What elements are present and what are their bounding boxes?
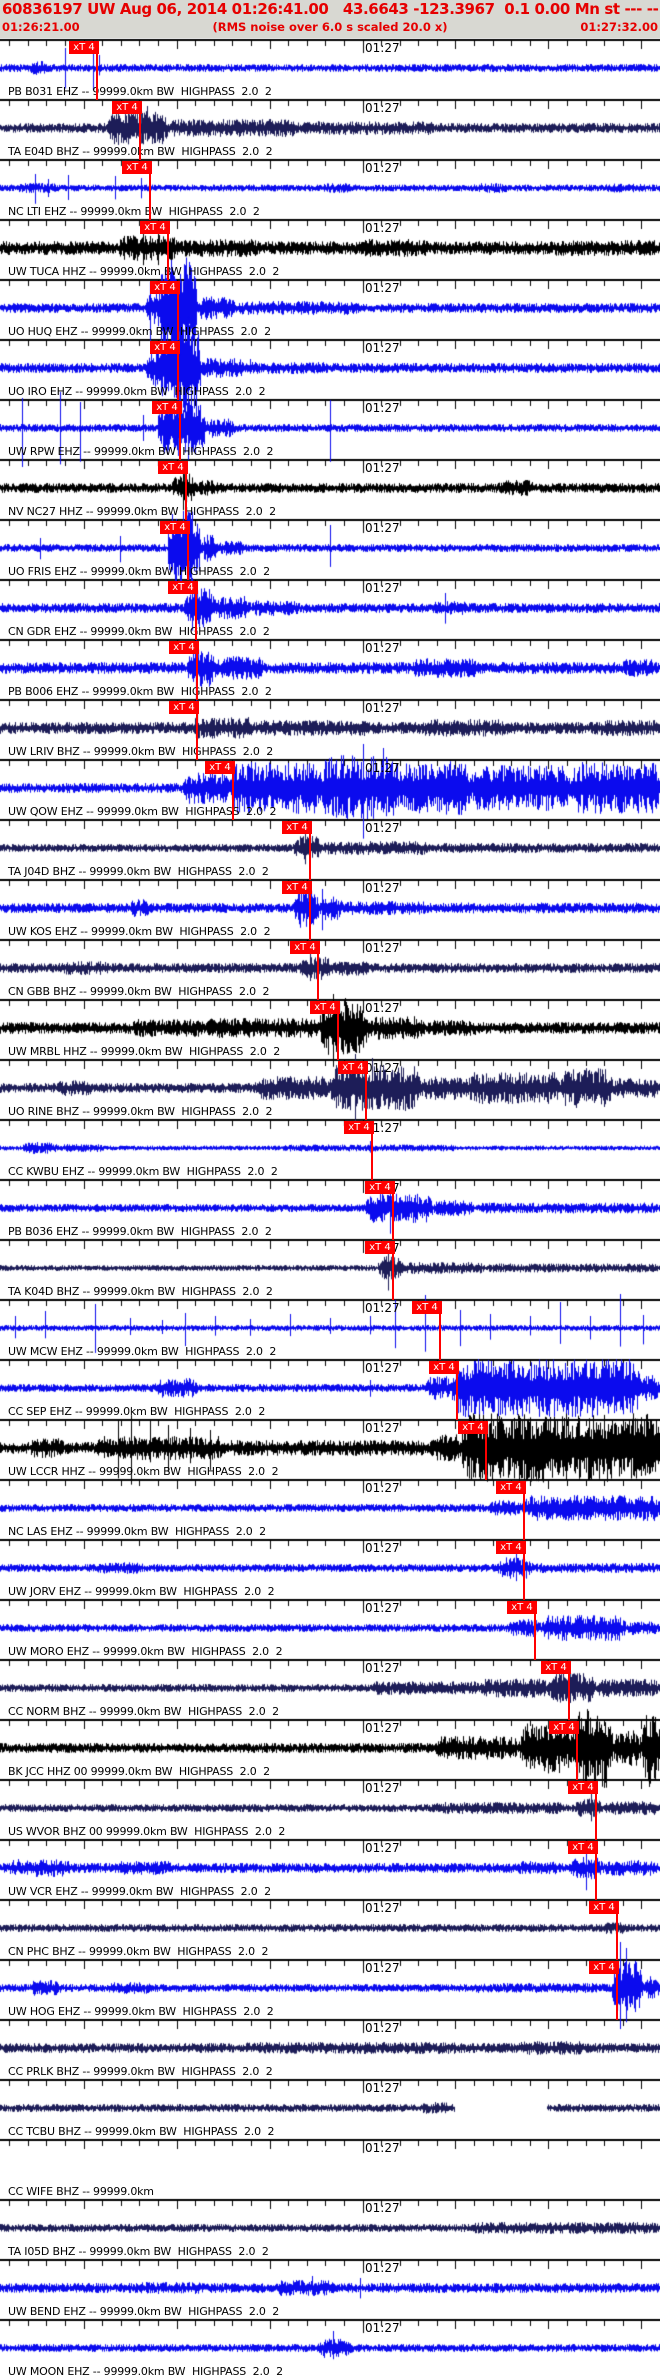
- pick-flag[interactable]: xT 4: [338, 1061, 368, 1074]
- pick-flag[interactable]: xT 4: [458, 1421, 488, 1434]
- event-summary: 60836197 UW Aug 06, 2014 01:26:41.00 43.…: [2, 0, 660, 18]
- event-header: 60836197 UW Aug 06, 2014 01:26:41.00 43.…: [0, 0, 660, 38]
- pick-flag[interactable]: xT 4: [290, 941, 320, 954]
- pick-flag[interactable]: xT 4: [589, 1961, 619, 1974]
- pick-flag[interactable]: xT 4: [496, 1541, 526, 1554]
- window-start-time: 01:26:21.00: [2, 20, 80, 34]
- pick-flag[interactable]: xT 4: [69, 41, 99, 54]
- pick-flag[interactable]: xT 4: [160, 521, 190, 534]
- pick-flag[interactable]: xT 4: [150, 281, 180, 294]
- pick-flag[interactable]: xT 4: [541, 1661, 571, 1674]
- pick-flag[interactable]: xT 4: [282, 881, 312, 894]
- pick-flag[interactable]: xT 4: [140, 221, 170, 234]
- pick-flag[interactable]: xT 4: [310, 1001, 340, 1014]
- pick-flag[interactable]: xT 4: [365, 1241, 395, 1254]
- pick-flag[interactable]: xT 4: [344, 1121, 374, 1134]
- pick-flag[interactable]: xT 4: [568, 1841, 598, 1854]
- pick-flag[interactable]: xT 4: [205, 761, 235, 774]
- pick-flag[interactable]: xT 4: [112, 101, 142, 114]
- pick-flag[interactable]: xT 4: [122, 161, 152, 174]
- pick-flag[interactable]: xT 4: [549, 1721, 579, 1734]
- pick-flag[interactable]: xT 4: [169, 641, 199, 654]
- pick-flag[interactable]: xT 4: [507, 1601, 537, 1614]
- pick-flag[interactable]: xT 4: [158, 461, 188, 474]
- pick-flag[interactable]: xT 4: [282, 821, 312, 834]
- window-end-time: 01:27:32.00: [580, 20, 658, 34]
- pick-flag[interactable]: xT 4: [168, 581, 198, 594]
- pick-flag[interactable]: xT 4: [568, 1781, 598, 1794]
- pick-flag[interactable]: xT 4: [152, 401, 182, 414]
- pick-flag[interactable]: xT 4: [589, 1901, 619, 1914]
- time-window-bar: 01:26:21.00 (RMS noise over 6.0 s scaled…: [2, 20, 658, 34]
- pick-flag[interactable]: xT 4: [429, 1361, 459, 1374]
- pick-flag[interactable]: xT 4: [412, 1301, 442, 1314]
- pick-flag[interactable]: xT 4: [496, 1481, 526, 1494]
- rms-scaling-note: (RMS noise over 6.0 s scaled 20.0 x): [212, 20, 448, 34]
- pick-flag[interactable]: xT 4: [365, 1181, 395, 1194]
- pick-flag[interactable]: xT 4: [150, 341, 180, 354]
- pick-flag[interactable]: xT 4: [169, 701, 199, 714]
